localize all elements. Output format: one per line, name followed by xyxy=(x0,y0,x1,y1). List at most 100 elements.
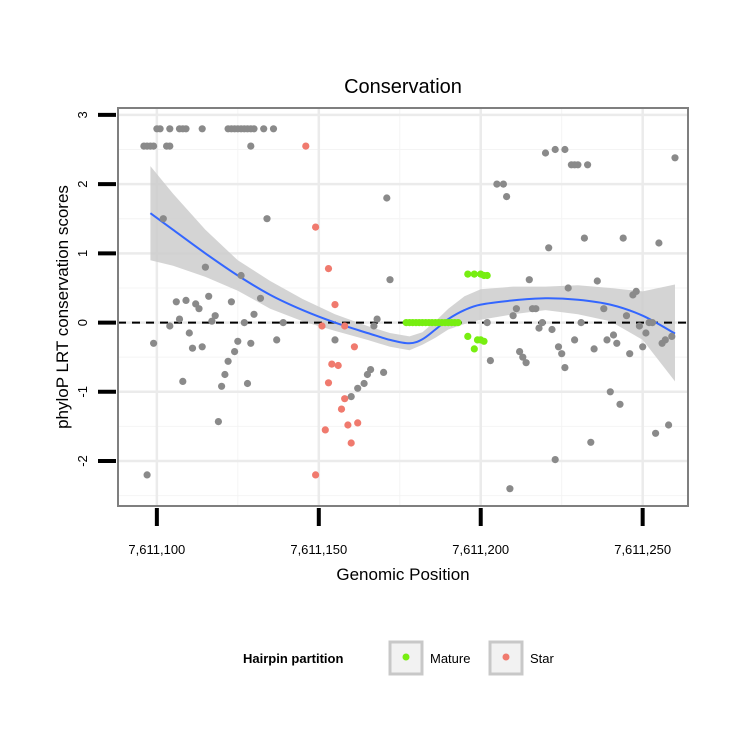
point-other xyxy=(613,339,621,347)
point-other xyxy=(551,145,559,154)
point-other xyxy=(175,315,184,323)
point-mature xyxy=(464,270,472,278)
x-tick-label: 7,611,200 xyxy=(452,542,509,557)
point-star xyxy=(321,426,329,434)
point-other xyxy=(373,315,381,323)
point-mature xyxy=(454,319,462,327)
point-mature xyxy=(480,337,488,345)
point-other xyxy=(179,377,187,385)
point-other xyxy=(224,357,232,365)
point-other xyxy=(166,322,174,330)
y-axis-label: phyloP LRT conservation scores xyxy=(53,185,72,429)
point-other xyxy=(195,305,203,313)
plot-border xyxy=(117,107,689,507)
point-mature xyxy=(483,271,491,280)
point-star xyxy=(318,322,326,330)
point-other xyxy=(269,125,278,133)
point-other xyxy=(182,125,190,133)
point-star xyxy=(334,361,342,370)
point-star xyxy=(324,265,333,273)
point-other xyxy=(571,336,579,344)
point-star xyxy=(324,379,333,387)
point-other xyxy=(532,305,540,313)
series-other xyxy=(140,125,679,493)
point-other xyxy=(561,145,569,154)
y-axis: -2 -1 0 1 2 3 xyxy=(75,111,116,467)
point-other xyxy=(558,350,566,358)
point-other xyxy=(603,336,611,344)
point-star xyxy=(347,439,355,447)
point-other xyxy=(159,215,167,223)
point-other xyxy=(642,329,650,337)
point-other xyxy=(600,305,608,313)
point-other xyxy=(493,180,501,188)
point-other xyxy=(609,331,618,339)
point-other xyxy=(541,149,550,157)
point-other xyxy=(237,271,245,280)
point-other xyxy=(577,319,585,327)
point-other xyxy=(380,368,388,376)
point-other xyxy=(256,294,265,302)
point-other xyxy=(548,325,556,334)
point-other xyxy=(652,429,660,437)
legend-label-mature: Mature xyxy=(430,651,470,666)
point-star xyxy=(354,419,362,427)
series-star xyxy=(302,142,362,479)
point-other xyxy=(218,382,226,390)
point-other xyxy=(263,215,271,223)
point-other xyxy=(383,194,391,202)
point-other xyxy=(250,125,258,133)
y-tick-label: -1 xyxy=(75,386,90,398)
point-other xyxy=(243,379,252,388)
point-other xyxy=(584,161,592,169)
legend: Hairpin partition Mature Star xyxy=(243,640,555,676)
point-other xyxy=(205,292,213,300)
point-other xyxy=(150,142,158,150)
confidence-ribbon-layer xyxy=(150,166,675,382)
point-other xyxy=(574,161,582,169)
point-other xyxy=(626,350,634,358)
point-other xyxy=(354,384,362,392)
point-other xyxy=(606,388,614,396)
point-star xyxy=(328,360,336,368)
points-layer xyxy=(140,125,679,493)
x-tick-label: 7,611,250 xyxy=(614,542,671,557)
chart-title: Conservation xyxy=(344,76,462,98)
legend-dot-star xyxy=(502,653,510,661)
point-other xyxy=(214,418,222,426)
point-other xyxy=(370,322,378,330)
point-other xyxy=(616,400,624,408)
smooth-curve-layer xyxy=(149,212,676,345)
point-star xyxy=(312,223,320,231)
point-other xyxy=(551,456,559,464)
point-other xyxy=(201,263,209,271)
point-other xyxy=(590,345,598,353)
point-other xyxy=(156,125,164,133)
point-other xyxy=(668,332,676,340)
point-other xyxy=(671,154,679,162)
legend-label-star: Star xyxy=(530,651,555,666)
point-other xyxy=(506,485,514,493)
point-other xyxy=(639,343,647,351)
point-other xyxy=(279,319,287,327)
y-tick-label: -2 xyxy=(75,455,90,467)
point-other xyxy=(622,312,631,320)
point-other xyxy=(519,353,527,361)
y-tick-label: 3 xyxy=(75,111,90,118)
point-other xyxy=(166,125,174,133)
point-star xyxy=(312,471,320,479)
point-other xyxy=(635,322,644,330)
point-other xyxy=(512,305,521,313)
point-other xyxy=(182,296,190,304)
point-other xyxy=(221,370,229,379)
point-other xyxy=(561,364,569,372)
point-other xyxy=(198,125,206,133)
y-tick-label: 1 xyxy=(75,250,90,257)
point-star xyxy=(344,421,352,429)
point-other xyxy=(188,344,197,352)
point-other xyxy=(208,317,216,325)
point-other xyxy=(503,193,511,201)
point-other xyxy=(360,379,368,388)
point-mature xyxy=(464,332,472,340)
